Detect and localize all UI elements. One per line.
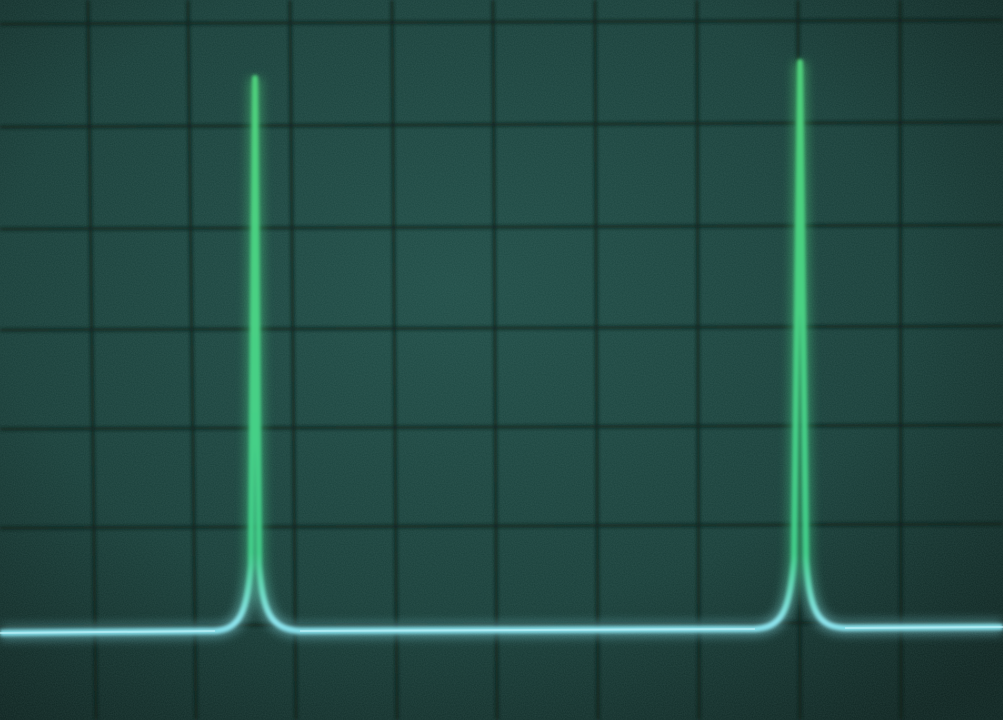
grid-line <box>0 522 1003 530</box>
grid-line <box>593 0 600 720</box>
grid-line <box>0 120 1003 129</box>
grid-line <box>186 0 198 720</box>
grid-line <box>491 0 499 720</box>
grid-line <box>695 0 701 720</box>
trace-core <box>0 626 1003 634</box>
grid-line <box>390 0 399 720</box>
grid-line <box>86 0 98 720</box>
grid-line <box>288 0 298 720</box>
grid-line <box>0 423 1003 431</box>
grid-line <box>0 18 1003 26</box>
grid-line <box>0 223 1003 231</box>
grid-line <box>0 324 1003 332</box>
grid-line <box>898 0 903 720</box>
